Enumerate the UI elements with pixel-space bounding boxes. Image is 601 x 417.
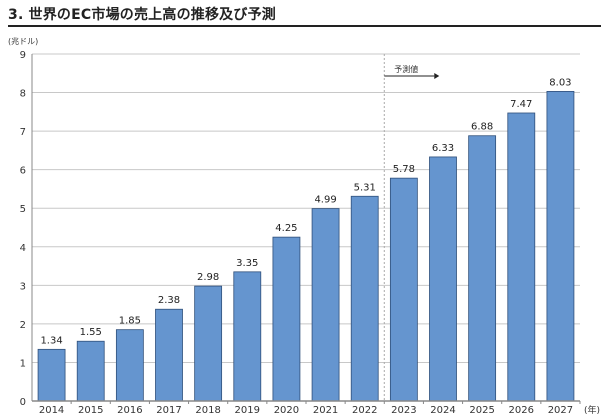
bar — [429, 156, 457, 402]
bar — [233, 271, 262, 402]
data-label: 2.98 — [197, 272, 219, 283]
x-tick-label: 2018 — [195, 405, 220, 416]
x-tick-label: 2027 — [548, 405, 573, 416]
data-label: 5.78 — [393, 164, 415, 175]
x-tick-label: 2022 — [352, 405, 377, 416]
y-tick-label: 4 — [20, 243, 26, 254]
data-label: 7.47 — [510, 99, 532, 110]
data-label: 6.33 — [432, 143, 454, 154]
data-label: 4.99 — [314, 195, 336, 206]
bar — [507, 112, 536, 402]
y-tick-label: 0 — [20, 397, 26, 408]
y-axis-label: (兆ドル) — [8, 37, 39, 46]
x-tick-label: 2026 — [509, 405, 534, 416]
y-tick-label: 3 — [20, 281, 26, 292]
x-tick-label: 2025 — [469, 405, 494, 416]
x-tick-label: 2019 — [235, 405, 260, 416]
bar — [194, 285, 223, 402]
bar — [311, 208, 340, 402]
x-axis-label: (年) — [584, 404, 600, 416]
bar — [350, 195, 379, 402]
data-label: 3.35 — [236, 258, 258, 269]
bar — [115, 329, 144, 402]
data-label: 6.88 — [471, 122, 493, 133]
x-tick-label: 2016 — [117, 405, 142, 416]
bar — [468, 135, 497, 402]
x-tick-label: 2024 — [430, 405, 455, 416]
x-tick-label: 2017 — [156, 405, 181, 416]
bar — [37, 348, 66, 402]
x-tick-label: 2023 — [391, 405, 416, 416]
x-tick-label: 2020 — [274, 405, 299, 416]
x-tick-label: 2021 — [313, 405, 338, 416]
y-tick-label: 7 — [20, 127, 26, 138]
forecast-label: 予測値 — [394, 64, 418, 74]
data-label: 1.55 — [80, 327, 102, 338]
bar — [155, 308, 183, 402]
y-tick-label: 9 — [20, 50, 26, 61]
x-tick-label: 2014 — [39, 405, 64, 416]
y-tick-label: 8 — [20, 89, 26, 100]
data-label: 4.25 — [275, 223, 297, 234]
data-label: 1.85 — [119, 316, 141, 327]
y-tick-label: 2 — [20, 320, 26, 331]
forecast-arrow-head — [434, 73, 440, 79]
data-label: 8.03 — [549, 77, 571, 88]
bar — [272, 236, 301, 402]
bar — [389, 177, 418, 402]
y-tick-label: 5 — [20, 204, 26, 215]
x-tick-label: 2015 — [78, 405, 103, 416]
page-title: 3. 世界のEC市場の売上高の推移及び予測 — [8, 7, 276, 23]
bar — [76, 340, 105, 402]
data-label: 5.31 — [354, 182, 376, 193]
data-label: 1.34 — [40, 335, 62, 346]
bar — [546, 90, 575, 402]
y-tick-label: 6 — [20, 166, 26, 177]
title-underline — [8, 25, 601, 27]
y-tick-label: 1 — [20, 358, 26, 369]
data-label: 2.38 — [158, 295, 180, 306]
